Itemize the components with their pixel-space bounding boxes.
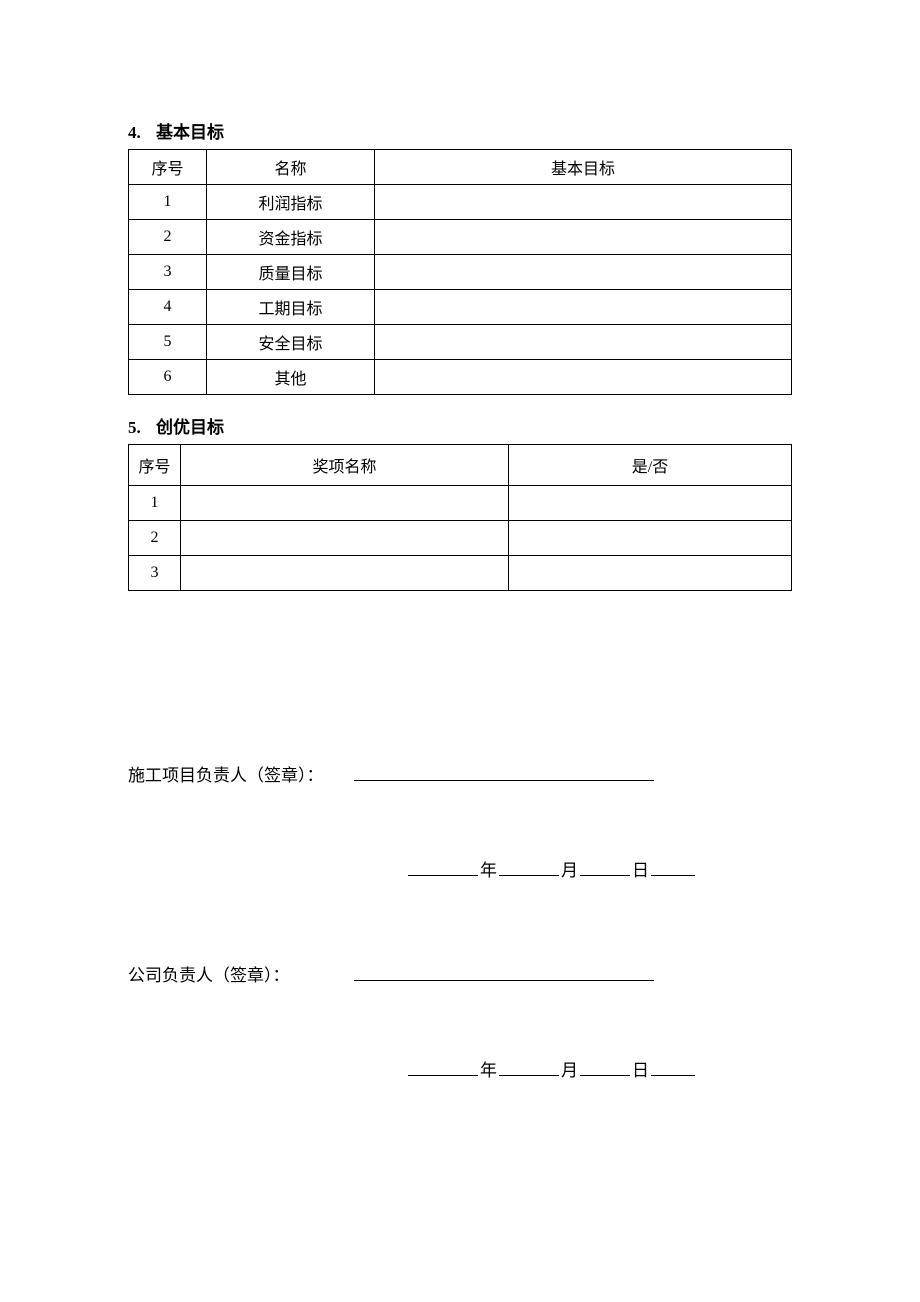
cell: 4: [129, 290, 207, 325]
date-day-underline: [651, 858, 695, 876]
table-row: 序号 奖项名称 是/否: [129, 445, 792, 486]
signature-line: 施工项目负责人（签章）：: [128, 761, 792, 786]
month-label: 月: [559, 1056, 580, 1081]
cell: 2: [129, 521, 181, 556]
cell: [375, 220, 792, 255]
section5-number: 5.: [128, 418, 156, 438]
col-header: 是/否: [509, 445, 792, 486]
col-header: 奖项名称: [181, 445, 509, 486]
cell: 资金指标: [207, 220, 375, 255]
project-lead-label: 施工项目负责人（签章）：: [128, 761, 324, 786]
table-row: 1 利润指标: [129, 185, 792, 220]
cell: [375, 185, 792, 220]
day-label: 日: [630, 1056, 651, 1081]
cell: 1: [129, 486, 181, 521]
date-line: 年月日: [128, 856, 792, 881]
cell: 2: [129, 220, 207, 255]
cell: [509, 556, 792, 591]
cell: 质量目标: [207, 255, 375, 290]
year-label: 年: [478, 856, 499, 881]
cell: [181, 486, 509, 521]
month-label: 月: [559, 856, 580, 881]
signature-underline: [354, 963, 654, 981]
cell: [509, 521, 792, 556]
cell: 1: [129, 185, 207, 220]
table-row: 2: [129, 521, 792, 556]
cell: [375, 325, 792, 360]
project-lead-signature: 施工项目负责人（签章）： 年 月 日: [128, 761, 792, 881]
table-row: 3: [129, 556, 792, 591]
date-line: 年月日: [128, 1056, 792, 1081]
section4-number: 4.: [128, 123, 156, 143]
cell: [509, 486, 792, 521]
excellence-goals-table: 序号 奖项名称 是/否 1 2 3: [128, 444, 792, 591]
signature-line: 公司负责人（签章）：: [128, 961, 792, 986]
col-header: 基本目标: [375, 150, 792, 185]
date-year-underline: [499, 1058, 559, 1076]
table-row: 3 质量目标: [129, 255, 792, 290]
cell: 其他: [207, 360, 375, 395]
cell: 安全目标: [207, 325, 375, 360]
date-month-underline: [580, 1058, 630, 1076]
section5-title: 创优目标: [156, 418, 224, 437]
company-lead-label: 公司负责人（签章）：: [128, 961, 290, 986]
table-row: 6 其他: [129, 360, 792, 395]
col-header: 名称: [207, 150, 375, 185]
section4-heading: 4.基本目标: [128, 118, 792, 143]
col-header: 序号: [129, 150, 207, 185]
cell: [375, 290, 792, 325]
section4-title: 基本目标: [156, 123, 224, 142]
cell: 工期目标: [207, 290, 375, 325]
table-row: 4 工期目标: [129, 290, 792, 325]
year-label: 年: [478, 1056, 499, 1081]
cell: [181, 521, 509, 556]
signature-underline: [354, 763, 654, 781]
date-pre-underline: [408, 1058, 478, 1076]
date-year-underline: [499, 858, 559, 876]
date-pre-underline: [408, 858, 478, 876]
cell: 5: [129, 325, 207, 360]
cell: 3: [129, 255, 207, 290]
section5-heading: 5.创优目标: [128, 413, 792, 438]
cell: 6: [129, 360, 207, 395]
table-row: 2 资金指标: [129, 220, 792, 255]
cell: [375, 255, 792, 290]
basic-goals-table: 序号 名称 基本目标 1 利润指标 2 资金指标 3 质量目标 4 工期目标 5…: [128, 149, 792, 395]
document-page: 4.基本目标 序号 名称 基本目标 1 利润指标 2 资金指标 3 质量目标 4…: [0, 0, 920, 1302]
cell: [375, 360, 792, 395]
cell: [181, 556, 509, 591]
col-header: 序号: [129, 445, 181, 486]
cell: 3: [129, 556, 181, 591]
cell: 利润指标: [207, 185, 375, 220]
date-day-underline: [651, 1058, 695, 1076]
table-row: 序号 名称 基本目标: [129, 150, 792, 185]
date-month-underline: [580, 858, 630, 876]
company-lead-signature: 公司负责人（签章）： 年 月 日: [128, 961, 792, 1081]
day-label: 日: [630, 856, 651, 881]
table-row: 1: [129, 486, 792, 521]
table-row: 5 安全目标: [129, 325, 792, 360]
